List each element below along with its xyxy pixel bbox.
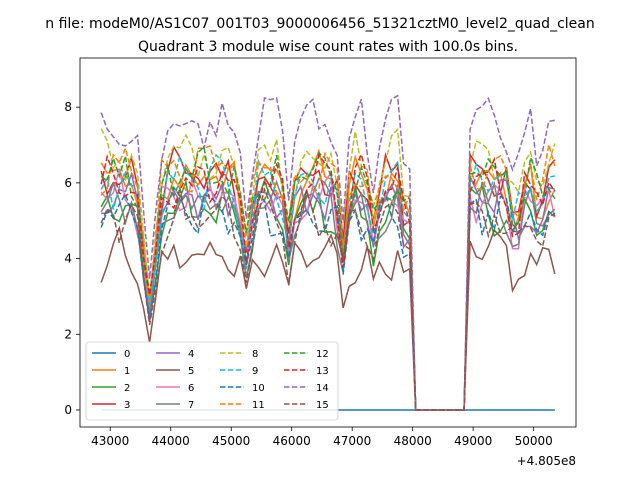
series-line-7 [100,177,556,411]
series-layer [100,94,556,411]
series-line-11 [100,144,556,411]
legend-label-13: 13 [316,366,329,377]
x-offset-label: +4.805e8 [517,454,576,468]
x-tick-label: 47000 [333,434,371,448]
legend-box [85,341,339,421]
x-tick-label: 44000 [152,434,190,448]
x-tick-label: 46000 [273,434,311,448]
plot-frame [79,57,577,428]
y-tick-label: 0 [64,403,72,417]
legend-label-3: 3 [124,400,130,411]
legend-label-7: 7 [188,400,194,411]
axis-layer: 43000 44000 45000 46000 47000 48000 49000 50000… [64,100,552,448]
series-line-14 [100,94,555,411]
legend-label-14: 14 [316,383,329,394]
series-line-3 [100,144,556,411]
legend-label-2: 2 [124,383,130,394]
legend-label-5: 5 [188,366,194,377]
series-line-6 [100,168,556,411]
series-line-10 [100,185,556,411]
legend-label-15: 15 [316,400,329,411]
legend-label-12: 12 [316,349,329,360]
chart-title: Quadrant 3 module wise count rates with … [138,39,518,55]
y-tick-label: 2 [64,327,72,341]
series-line-8 [100,127,556,411]
legend-label-6: 6 [188,383,194,394]
series-line-15 [100,187,556,411]
y-tick-label: 8 [64,100,72,114]
x-tick-label: 49000 [454,434,492,448]
x-tick-label: 45000 [212,434,250,448]
legend-label-8: 8 [252,349,258,360]
legend-label-1: 1 [124,366,130,377]
x-tick-label: 48000 [394,434,432,448]
legend-label-9: 9 [252,366,258,377]
y-tick-label: 6 [64,176,72,190]
legend-label-4: 4 [188,349,194,360]
y-tick-label: 4 [64,252,72,266]
legend-label-10: 10 [252,383,265,394]
legend-label-0: 0 [124,349,130,360]
chart-suptitle: n file: modeM0/AS1C07_001T03_9000006456_… [45,16,594,32]
x-tick-label: 50000 [515,434,553,448]
series-line-5 [100,225,556,411]
x-tick-label: 43000 [91,434,129,448]
legend-label-11: 11 [252,400,265,411]
